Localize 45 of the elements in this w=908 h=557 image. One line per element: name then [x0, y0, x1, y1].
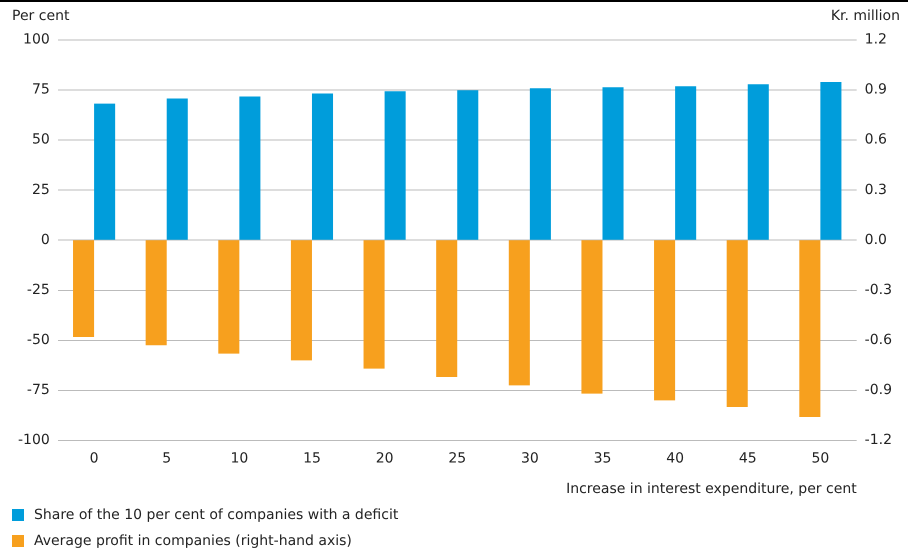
x-tick-label: 40	[666, 450, 684, 466]
x-tick-label: 30	[520, 450, 539, 466]
bar	[166, 98, 188, 240]
bar	[239, 96, 260, 240]
x-tick-label: 45	[738, 450, 757, 466]
y-tick-label: -100	[18, 432, 50, 448]
y2-tick-label: 0.3	[864, 182, 887, 198]
x-tick-label: 25	[448, 450, 466, 466]
y2-tick-label: -1.2	[864, 432, 892, 448]
bar	[312, 93, 334, 240]
y-tick-label: 75	[32, 82, 50, 98]
x-tick-label: 35	[594, 450, 612, 466]
x-axis-title: Increase in interest expenditure, per cent	[566, 481, 858, 498]
bar	[602, 87, 624, 240]
y-axis-title: Per cent	[12, 8, 70, 24]
bar	[820, 82, 842, 240]
x-tick-label: 20	[376, 450, 394, 466]
bar	[457, 90, 478, 240]
legend-label: Average profit in companies (right-hand axis)	[34, 533, 352, 549]
y-tick-label: -50	[26, 332, 50, 348]
y2-tick-label: -0.9	[864, 382, 892, 398]
y2-tick-label: 1.2	[864, 32, 887, 48]
y2-tick-label: 0.0	[864, 232, 887, 248]
x-tick-label: 0	[90, 450, 99, 466]
x-tick-label: 15	[303, 450, 321, 466]
y2-tick-label: 0.6	[864, 132, 888, 148]
y-tick-label: 100	[23, 32, 50, 48]
y-tick-label: 50	[32, 132, 50, 148]
y-tick-label: 0	[40, 232, 50, 248]
bar	[748, 84, 769, 240]
bar	[675, 86, 696, 240]
bar	[94, 104, 116, 240]
x-tick-label: 50	[811, 450, 830, 466]
x-tick-label: 5	[162, 450, 172, 466]
x-tick-label: 10	[230, 450, 248, 466]
y-tick-label: 25	[32, 182, 50, 198]
legend-label: Share of the 10 per cent of companies with a deficit	[34, 507, 398, 523]
bar	[384, 91, 406, 240]
y2-tick-label: -0.3	[864, 282, 892, 298]
y2-tick-label: -0.6	[864, 332, 892, 348]
y-tick-label: -75	[26, 382, 50, 398]
y-tick-label: -25	[26, 282, 50, 298]
bar	[530, 88, 551, 240]
y2-tick-label: 0.9	[864, 82, 887, 98]
y2-axis-title: Kr. million	[830, 8, 900, 24]
